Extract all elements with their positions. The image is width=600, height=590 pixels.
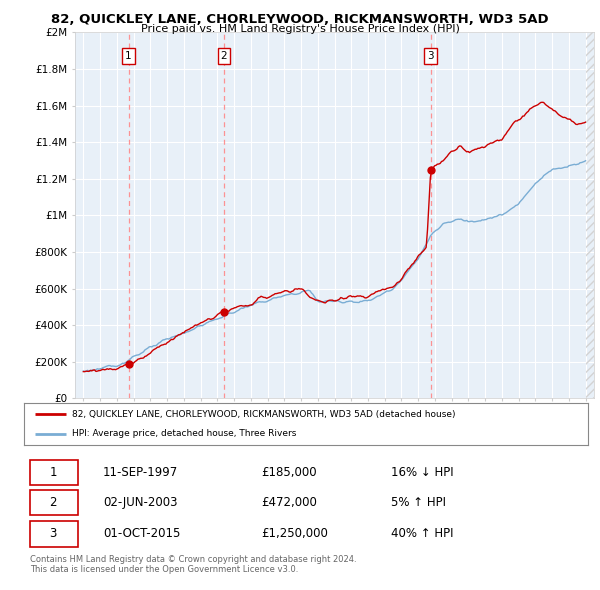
Text: 01-OCT-2015: 01-OCT-2015 bbox=[103, 527, 181, 540]
Text: £1,250,000: £1,250,000 bbox=[261, 527, 328, 540]
Text: HPI: Average price, detached house, Three Rivers: HPI: Average price, detached house, Thre… bbox=[72, 430, 296, 438]
Text: 2: 2 bbox=[50, 496, 57, 509]
Text: 16% ↓ HPI: 16% ↓ HPI bbox=[391, 466, 453, 479]
Text: 02-JUN-2003: 02-JUN-2003 bbox=[103, 496, 178, 509]
Text: Contains HM Land Registry data © Crown copyright and database right 2024.
This d: Contains HM Land Registry data © Crown c… bbox=[30, 555, 356, 574]
Text: 5% ↑ HPI: 5% ↑ HPI bbox=[391, 496, 446, 509]
Text: 3: 3 bbox=[427, 51, 434, 61]
FancyBboxPatch shape bbox=[29, 460, 77, 485]
Text: £472,000: £472,000 bbox=[261, 496, 317, 509]
FancyBboxPatch shape bbox=[29, 522, 77, 547]
Text: 82, QUICKLEY LANE, CHORLEYWOOD, RICKMANSWORTH, WD3 5AD (detached house): 82, QUICKLEY LANE, CHORLEYWOOD, RICKMANS… bbox=[72, 410, 455, 419]
Text: 82, QUICKLEY LANE, CHORLEYWOOD, RICKMANSWORTH, WD3 5AD: 82, QUICKLEY LANE, CHORLEYWOOD, RICKMANS… bbox=[51, 13, 549, 26]
Text: Price paid vs. HM Land Registry's House Price Index (HPI): Price paid vs. HM Land Registry's House … bbox=[140, 24, 460, 34]
Text: 1: 1 bbox=[50, 466, 57, 479]
Text: £185,000: £185,000 bbox=[261, 466, 317, 479]
Text: 2: 2 bbox=[221, 51, 227, 61]
Text: 40% ↑ HPI: 40% ↑ HPI bbox=[391, 527, 453, 540]
Text: 1: 1 bbox=[125, 51, 132, 61]
Text: 3: 3 bbox=[50, 527, 57, 540]
FancyBboxPatch shape bbox=[29, 490, 77, 515]
Text: 11-SEP-1997: 11-SEP-1997 bbox=[103, 466, 178, 479]
